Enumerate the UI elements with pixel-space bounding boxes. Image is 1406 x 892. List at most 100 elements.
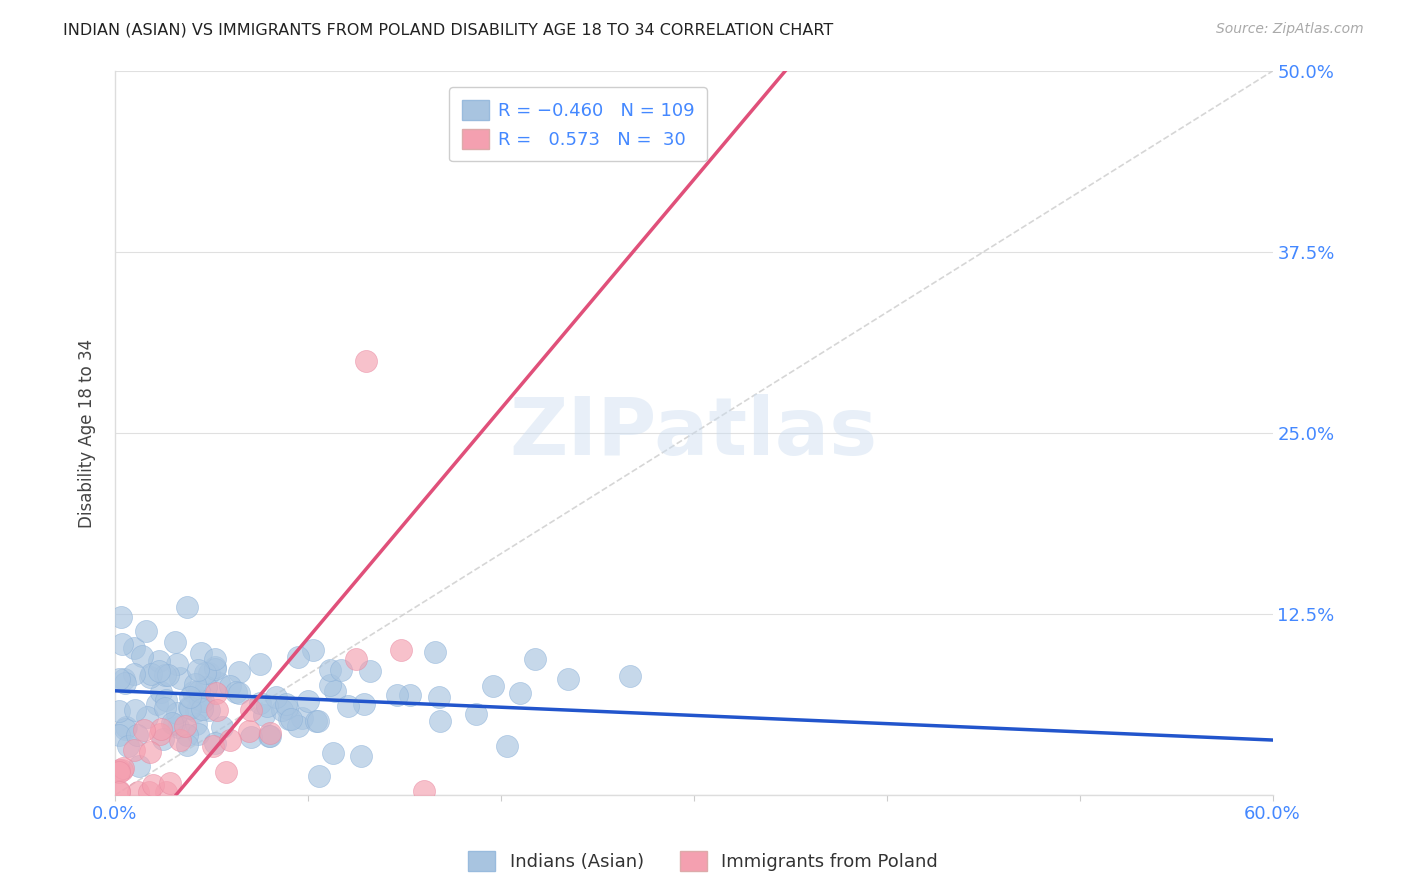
Point: [163, 716, 186, 731]
Point: [412, 783, 434, 797]
Point: [114, 675, 136, 690]
Point: [108, 727, 131, 741]
Point: [308, 769, 330, 783]
Point: [239, 730, 262, 744]
Point: [301, 643, 323, 657]
Point: [253, 708, 276, 723]
Point: [122, 743, 145, 757]
Point: [240, 703, 263, 717]
Point: [114, 719, 136, 733]
Point: [257, 729, 280, 743]
Point: [153, 701, 176, 715]
Point: [179, 701, 201, 715]
Point: [509, 685, 531, 699]
Point: [163, 635, 186, 649]
Point: [108, 764, 131, 779]
Point: [322, 746, 344, 760]
Point: [160, 716, 183, 731]
Point: [176, 738, 198, 752]
Point: [124, 641, 146, 656]
Point: [208, 676, 231, 690]
Point: [149, 684, 172, 698]
Point: [427, 690, 450, 705]
Point: [319, 678, 342, 692]
Point: [142, 778, 165, 792]
Point: [108, 785, 131, 799]
Point: [228, 665, 250, 679]
Y-axis label: Disability Age 18 to 34: Disability Age 18 to 34: [79, 338, 96, 528]
Point: [319, 664, 342, 678]
Point: [259, 726, 281, 740]
Point: [205, 686, 228, 700]
Point: [557, 672, 579, 686]
Point: [128, 759, 150, 773]
Point: [297, 694, 319, 708]
Point: [305, 714, 328, 728]
Point: [218, 679, 240, 693]
Point: [124, 703, 146, 717]
Point: [127, 785, 149, 799]
Point: [108, 704, 131, 718]
Point: [359, 665, 381, 679]
Point: [148, 654, 170, 668]
Point: [111, 637, 134, 651]
Point: [186, 717, 208, 731]
Point: [136, 710, 159, 724]
Point: [186, 704, 208, 718]
Point: [465, 707, 488, 722]
Point: [191, 702, 214, 716]
Legend: Indians (Asian), Immigrants from Poland: Indians (Asian), Immigrants from Poland: [461, 844, 945, 879]
Point: [336, 699, 359, 714]
Point: [150, 722, 173, 736]
Point: [274, 697, 297, 711]
Text: ZIPatlas: ZIPatlas: [509, 394, 877, 472]
Point: [291, 711, 314, 725]
Point: [176, 728, 198, 742]
Point: [277, 713, 299, 727]
Point: [423, 645, 446, 659]
Point: [110, 763, 132, 777]
Point: [495, 739, 517, 753]
Point: [188, 693, 211, 707]
Point: [139, 670, 162, 684]
Point: [134, 723, 156, 737]
Point: [110, 610, 132, 624]
Point: [125, 728, 148, 742]
Point: [112, 672, 135, 686]
Point: [202, 739, 225, 753]
Point: [344, 652, 367, 666]
Point: [190, 647, 212, 661]
Point: [156, 668, 179, 682]
Point: [280, 713, 302, 727]
Point: [167, 720, 190, 734]
Point: [131, 648, 153, 663]
Point: [146, 697, 169, 711]
Point: [264, 690, 287, 705]
Point: [194, 666, 217, 681]
Point: [225, 684, 247, 698]
Point: [179, 690, 201, 705]
Point: [524, 652, 547, 666]
Point: [187, 663, 209, 677]
Point: [195, 680, 218, 694]
Point: [259, 729, 281, 743]
Point: [204, 651, 226, 665]
Point: [389, 642, 412, 657]
Point: [141, 667, 163, 681]
Point: [204, 662, 226, 676]
Point: [181, 685, 204, 699]
Point: [188, 684, 211, 698]
Point: [108, 763, 131, 777]
Point: [619, 669, 641, 683]
Point: [204, 660, 226, 674]
Point: [114, 722, 136, 736]
Point: [166, 706, 188, 720]
Point: [323, 684, 346, 698]
Point: [187, 727, 209, 741]
Point: [219, 732, 242, 747]
Point: [191, 694, 214, 708]
Point: [179, 699, 201, 714]
Point: [197, 702, 219, 716]
Point: [256, 699, 278, 714]
Point: [249, 657, 271, 671]
